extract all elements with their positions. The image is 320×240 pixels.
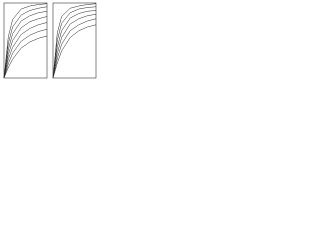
series-line [3, 16, 48, 79]
series-line [3, 3, 48, 79]
series-line [52, 10, 97, 79]
series-line [3, 22, 48, 79]
series-line [52, 18, 97, 79]
series-line [52, 24, 97, 79]
plot-frame [3, 2, 48, 79]
series-line [52, 6, 97, 79]
series-line [3, 29, 48, 79]
plot-frame [52, 2, 97, 79]
series-line [3, 35, 48, 79]
figure [3, 2, 97, 79]
series-line [3, 6, 48, 79]
series-line [52, 14, 97, 79]
series-line [3, 11, 48, 79]
series-line [52, 3, 97, 79]
